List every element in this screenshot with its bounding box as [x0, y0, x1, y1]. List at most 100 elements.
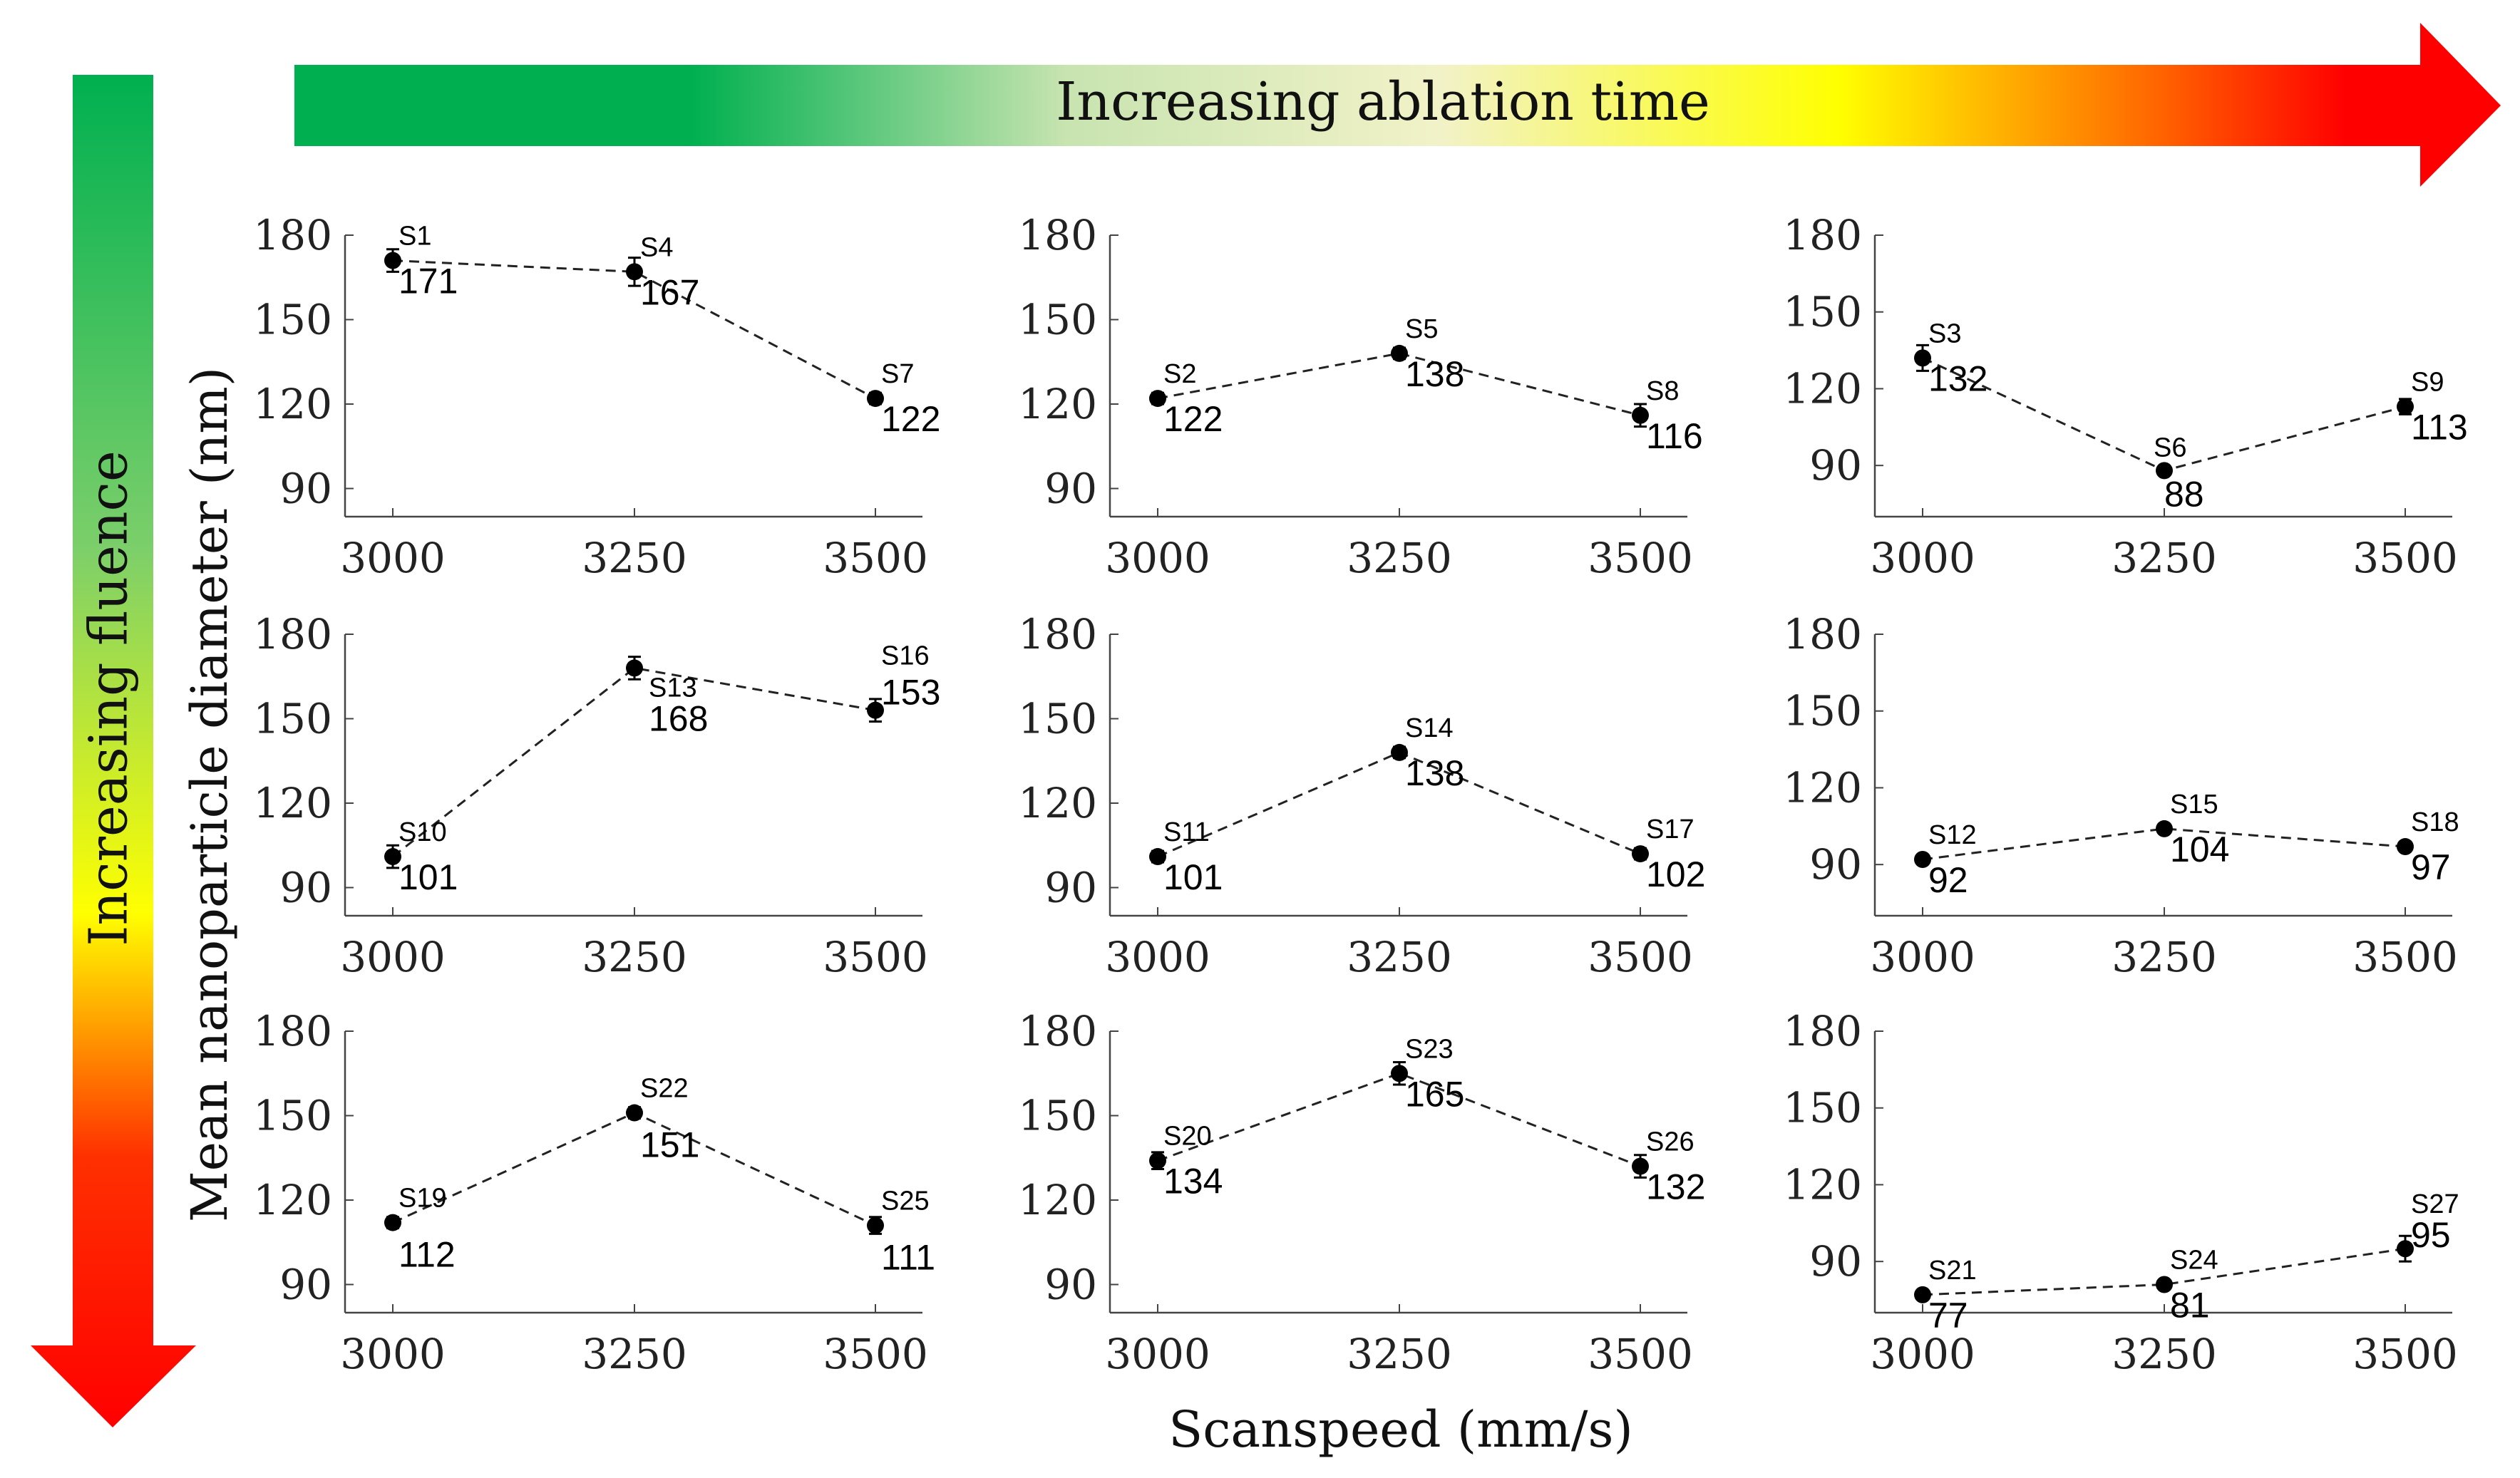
data-point	[384, 848, 401, 866]
data-label: 122	[1163, 399, 1223, 439]
sample-label: S27	[2411, 1189, 2459, 1219]
panel-1: 90 120 150 180 3000 3250 3500 171 S1 167 S4 122 S7	[253, 211, 940, 582]
sample-label: S25	[881, 1187, 930, 1216]
data-point	[867, 390, 884, 408]
y-tick-label: 90	[1044, 864, 1097, 912]
x-tick-label: 3000	[1105, 933, 1210, 981]
x-tick-label: 3250	[1347, 534, 1452, 582]
y-tick-label: 120	[253, 779, 332, 827]
y-tick-label: 150	[1018, 1092, 1097, 1140]
y-tick-label: 120	[1783, 364, 1862, 413]
sample-label: S10	[398, 817, 447, 847]
x-tick-label: 3000	[1870, 534, 1975, 582]
sample-label: S5	[1405, 314, 1438, 344]
y-tick-label: 150	[1783, 288, 1862, 336]
y-tick-label: 180	[253, 1007, 332, 1055]
data-point	[1149, 848, 1166, 866]
data-label: 92	[1928, 860, 1968, 900]
sample-label: S2	[1163, 359, 1196, 389]
fluence-arrow	[31, 75, 196, 1427]
data-label: 168	[649, 698, 708, 738]
data-point	[2397, 838, 2414, 856]
data-point	[1914, 1286, 1931, 1303]
y-tick-label: 150	[253, 296, 332, 344]
data-label: 102	[1646, 854, 1705, 894]
y-tick-label: 150	[1783, 687, 1862, 735]
data-label: 122	[881, 399, 940, 439]
sample-label: S26	[1646, 1127, 1694, 1157]
data-label: 111	[881, 1238, 935, 1278]
data-point	[1149, 390, 1166, 408]
data-point	[1914, 851, 1931, 868]
data-label: 165	[1405, 1074, 1464, 1114]
sample-label: S4	[640, 232, 673, 262]
ablation-time-label: Increasing ablation time	[1056, 71, 1710, 133]
data-label: 97	[2411, 847, 2451, 887]
data-point	[1632, 406, 1649, 424]
data-point	[2156, 820, 2173, 837]
data-point	[1632, 845, 1649, 863]
x-tick-label: 3250	[582, 933, 687, 981]
sample-label: S3	[1928, 319, 1961, 348]
y-tick-label: 150	[1783, 1084, 1862, 1132]
data-label: 81	[2170, 1286, 2210, 1325]
x-tick-label: 3250	[2112, 933, 2217, 981]
y-tick-label: 150	[253, 695, 332, 743]
panel-3: 90 120 150 180 3000 3250 3500 132 S3 88 S6 113 S9	[1783, 211, 2467, 582]
x-tick-label: 3500	[1588, 933, 1693, 981]
y-tick-label: 180	[1018, 211, 1097, 259]
x-tick-label: 3250	[2112, 1330, 2217, 1378]
data-label: 167	[640, 272, 699, 312]
x-tick-label: 3500	[1588, 534, 1693, 582]
data-point	[867, 701, 884, 719]
data-label: 95	[2411, 1215, 2451, 1255]
x-tick-label: 3250	[582, 534, 687, 582]
sample-label: S22	[640, 1074, 689, 1104]
ablation-time-arrow	[294, 23, 2501, 187]
data-label: 151	[640, 1125, 699, 1165]
y-tick-label: 150	[1018, 296, 1097, 344]
x-tick-label: 3000	[340, 534, 446, 582]
y-tick-label: 180	[1018, 1007, 1097, 1055]
sample-label: S24	[2170, 1246, 2218, 1276]
y-tick-label: 90	[1044, 465, 1097, 513]
data-point	[384, 1214, 401, 1231]
y-tick-label: 180	[1018, 610, 1097, 658]
sample-label: S7	[881, 359, 914, 389]
x-tick-label: 3000	[1870, 1330, 1975, 1378]
panel-5: 90 120 150 180 3000 3250 3500 101 S11 138 S14 102 S1…	[1018, 610, 1705, 981]
y-axis-label: Mean nanoparticle diameter (nm)	[180, 367, 239, 1222]
data-label: 112	[398, 1235, 456, 1275]
x-tick-label: 3000	[1105, 534, 1210, 582]
x-tick-label: 3250	[582, 1330, 687, 1378]
sample-label: S20	[1163, 1122, 1212, 1152]
data-label: 116	[1646, 416, 1703, 456]
data-point	[626, 1104, 643, 1122]
x-tick-label: 3500	[2352, 1330, 2458, 1378]
y-tick-label: 120	[1018, 1176, 1097, 1224]
sample-label: S14	[1405, 713, 1454, 743]
x-tick-label: 3000	[1105, 1330, 1210, 1378]
y-tick-label: 120	[1783, 763, 1862, 812]
series-line	[1157, 751, 1641, 858]
y-tick-label: 180	[1783, 610, 1862, 658]
panel-8: 90 120 150 180 3000 3250 3500 134 S20 165 S23 132 S2…	[1018, 1007, 1705, 1378]
sample-label: S12	[1928, 820, 1977, 850]
series-line	[1157, 1072, 1641, 1167]
sample-label: S19	[398, 1184, 447, 1214]
x-tick-label: 3250	[1347, 1330, 1452, 1378]
series-line	[392, 1111, 876, 1226]
y-tick-label: 180	[253, 211, 332, 259]
panel-7: 90 120 150 180 3000 3250 3500 112 S19 151 S22 111 S2…	[253, 1007, 935, 1378]
series-line	[1157, 352, 1641, 417]
data-point	[1914, 349, 1931, 367]
y-tick-label: 90	[1809, 840, 1862, 889]
x-axis-label: Scanspeed (mm/s)	[1168, 1400, 1633, 1459]
data-label: 88	[2164, 474, 2204, 514]
sample-label: S13	[649, 673, 697, 703]
y-tick-label: 90	[1809, 441, 1862, 490]
data-point	[626, 263, 643, 281]
